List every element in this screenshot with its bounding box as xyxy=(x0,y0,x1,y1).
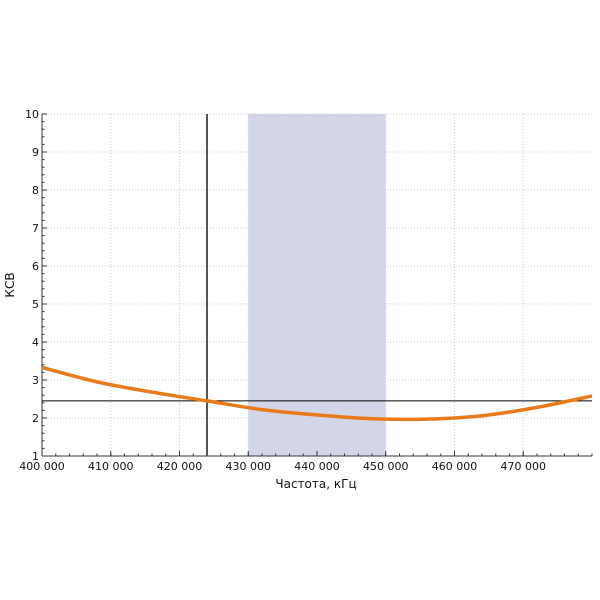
x-axis-label: Частота, кГц xyxy=(275,477,356,491)
y-tick-label: 5 xyxy=(32,298,39,311)
series-line xyxy=(41,365,593,422)
shaded-band xyxy=(248,114,386,456)
y-tick-label: 6 xyxy=(32,260,39,273)
x-tick-label: 450 000 xyxy=(363,460,409,473)
y-tick-label: 4 xyxy=(32,336,39,349)
y-tick-label: 3 xyxy=(32,374,39,387)
y-tick-label: 10 xyxy=(25,108,39,121)
x-tick-label: 430 000 xyxy=(226,460,272,473)
axes xyxy=(41,113,593,457)
y-tick-label: 7 xyxy=(32,222,39,235)
y-tick-label: 2 xyxy=(32,412,39,425)
y-axis-label: КСВ xyxy=(3,272,17,297)
y-tick-label: 8 xyxy=(32,184,39,197)
y-tick-label: 9 xyxy=(32,146,39,159)
x-tick-label: 440 000 xyxy=(294,460,340,473)
x-tick-label: 420 000 xyxy=(157,460,203,473)
x-tick-label: 460 000 xyxy=(432,460,478,473)
y-tick-label: 1 xyxy=(32,450,39,463)
x-tick-label: 400 000 xyxy=(19,460,65,473)
x-tick-label: 470 000 xyxy=(501,460,547,473)
x-tick-label: 410 000 xyxy=(88,460,134,473)
tick-labels: 400 000 410 000 420 000 430 000 440 000 450 0… xyxy=(19,108,546,473)
